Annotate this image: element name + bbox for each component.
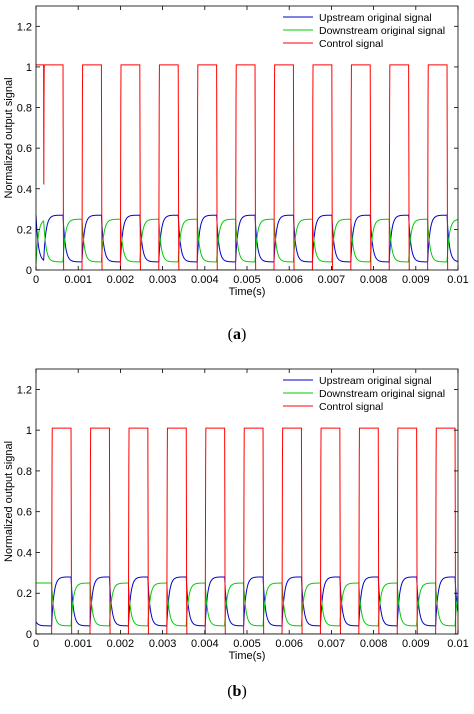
chart-b: 0 0.001 0.002 0.003 0.004 0.005 0.006 0.007 0.00… (3, 368, 469, 662)
x-tick-label: 0.004 (191, 274, 219, 286)
y-axis-title: Normalized output signal (3, 77, 15, 198)
y-tick-label: 0.2 (17, 224, 32, 236)
y-tick-label: 0.4 (17, 547, 32, 559)
legend-label: Control signal (319, 38, 383, 50)
plot-frame (35, 5, 459, 271)
y-tick-label: 0.8 (17, 466, 32, 478)
plot-area (36, 64, 458, 270)
x-tick-label: 0.002 (107, 638, 135, 650)
x-tick-label: 0.002 (107, 274, 135, 286)
series-line-downstream (36, 218, 458, 264)
x-tick-label: 0.009 (402, 638, 430, 650)
y-tick-label: 1 (26, 425, 32, 437)
legend-label: Upstream original signal (319, 375, 432, 387)
chart-panel-b: 0 0.001 0.002 0.003 0.004 0.005 0.006 0.007 0.00… (0, 357, 474, 714)
legend-label: Upstream original signal (319, 12, 432, 24)
x-tick-label: 0 (33, 274, 39, 286)
x-tick-label: 0.003 (149, 638, 177, 650)
x-axis-title: Time(s) (229, 650, 266, 662)
x-tick-label: 0.006 (275, 274, 303, 286)
caption-b: (b) (227, 683, 247, 700)
caption-a: (a) (227, 326, 247, 343)
y-tick-label: 0 (26, 629, 32, 641)
x-tick-label: 0.006 (275, 638, 303, 650)
y-tick-label: 0.2 (17, 588, 32, 600)
x-axis-title: Time(s) (229, 286, 266, 298)
x-tick-label: 0.01 (447, 638, 468, 650)
legend-label: Control signal (319, 401, 383, 413)
x-tick-label: 0.004 (191, 638, 219, 650)
x-tick-label: 0.008 (360, 638, 388, 650)
y-tick-label: 0.4 (17, 184, 32, 196)
x-tick-label: 0.003 (149, 274, 177, 286)
legend-label: Downstream original signal (319, 25, 445, 37)
y-tick-label: 0 (26, 265, 32, 277)
plot-frame (35, 368, 459, 635)
y-tick-label: 1 (26, 62, 32, 74)
x-tick-label: 0.001 (64, 638, 92, 650)
y-tick-label: 1.2 (17, 384, 32, 396)
series-line-upstream (36, 214, 458, 263)
y-axis-title: Normalized output signal (3, 441, 15, 562)
x-tick-label: 0.005 (233, 274, 261, 286)
series-line-control (36, 64, 458, 270)
x-tick-label: 0.008 (360, 274, 388, 286)
x-tick-label: 0.007 (318, 638, 346, 650)
x-tick-label: 0.01 (447, 274, 468, 286)
x-tick-label: 0 (33, 638, 39, 650)
x-tick-label: 0.001 (64, 274, 92, 286)
y-tick-label: 0.6 (17, 507, 32, 519)
chart-panel-a: 0 0.001 0.002 0.003 0.004 0.005 0.006 0.007 0.00… (0, 0, 474, 355)
legend-label: Downstream original signal (319, 388, 445, 400)
x-tick-label: 0.005 (233, 638, 261, 650)
y-tick-label: 0.8 (17, 103, 32, 115)
chart-a: 0 0.001 0.002 0.003 0.004 0.005 0.006 0.007 0.00… (3, 5, 469, 298)
series-line-upstream (36, 576, 458, 627)
x-tick-label: 0.009 (402, 274, 430, 286)
y-tick-label: 1.2 (17, 21, 32, 33)
y-tick-label: 0.6 (17, 143, 32, 155)
plot-area (36, 427, 458, 634)
x-tick-label: 0.007 (318, 274, 346, 286)
series-line-downstream (36, 582, 458, 627)
series-line-control (36, 427, 458, 634)
